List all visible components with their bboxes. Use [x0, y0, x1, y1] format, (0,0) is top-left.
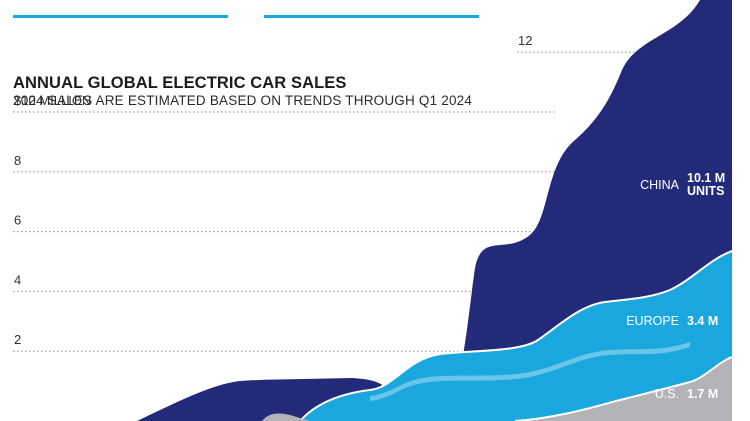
series-value-europe: 3.4 M [687, 314, 718, 328]
y-tick-label: 12 [518, 33, 532, 48]
chart-subtitle: 2024 SALES ARE ESTIMATED BASED ON TRENDS… [13, 93, 473, 108]
y-tick-label: 6 [14, 213, 21, 228]
y-tick-label: 4 [14, 272, 21, 287]
area-us [262, 356, 735, 421]
series-label-china: CHINA [640, 178, 680, 192]
chart-title: ANNUAL GLOBAL ELECTRIC CAR SALES [13, 74, 347, 92]
top-rule-left [13, 15, 228, 18]
y-tick-label: 8 [14, 153, 21, 168]
series-value-us: 1.7 M [687, 387, 718, 401]
top-rule-right [264, 15, 479, 18]
right-margin [732, 0, 750, 421]
series-label-europe: EUROPE [626, 314, 679, 328]
series-separator-europe [299, 249, 736, 421]
series-separator-us [514, 355, 736, 421]
area-europe [300, 250, 735, 421]
y-tick-label: $10 MILLION [14, 93, 91, 108]
series-value-china: 10.1 M [687, 171, 725, 185]
series-label-us: U.S. [655, 387, 679, 401]
y-tick-label: 2 [14, 332, 21, 347]
series-value-china-unit: UNITS [687, 184, 725, 198]
